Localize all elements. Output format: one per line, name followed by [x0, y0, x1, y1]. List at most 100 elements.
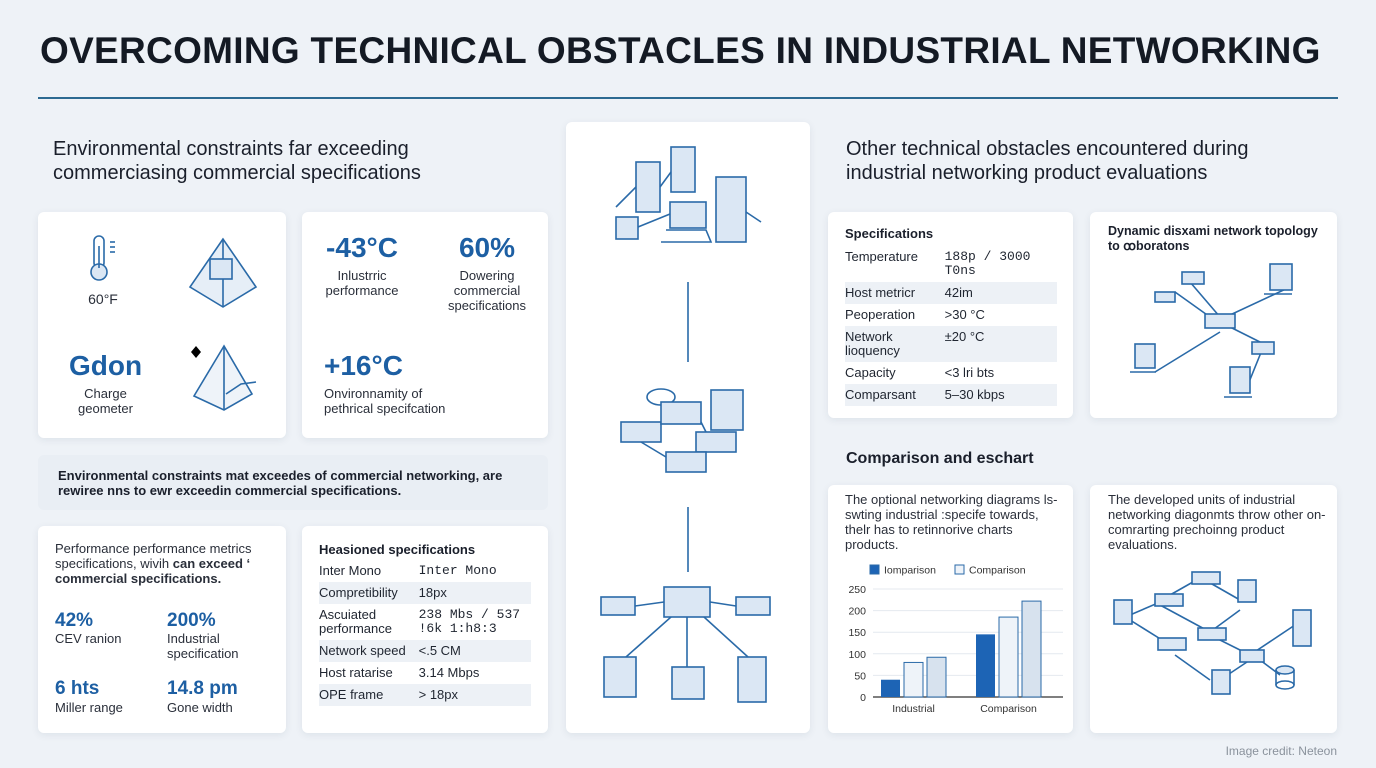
- stat-label: Gone width: [167, 700, 233, 715]
- stat-value: -43°C: [326, 232, 398, 263]
- temperature-stats-card: -43°C Inlustrric performance 60% Dowerin…: [302, 212, 548, 438]
- switch-icon: [1239, 649, 1265, 663]
- bar-chart: 0 50 100 150 200 250 Industrial Comparison Iompa…: [848, 564, 1063, 715]
- network-illustration-card: [566, 122, 810, 733]
- stat-label: CEV ranion: [55, 631, 122, 646]
- comparison-chart-card: The optional networking diagrams ls-swti…: [828, 485, 1073, 733]
- switch-icon: [1191, 571, 1221, 585]
- x-tick-label: Comparison: [980, 703, 1037, 715]
- specifications-table: Inter Mono Inter Mono Compretibility 18px As…: [319, 560, 531, 706]
- spec-label: Inter Mono: [319, 563, 382, 578]
- spec-label: OPE frame: [319, 684, 419, 706]
- database-icon: [1275, 665, 1295, 675]
- pyramid-cube-icon: [188, 237, 258, 308]
- y-tick-label: 200: [848, 606, 866, 618]
- mesh-network-diagram: [1113, 571, 1312, 695]
- router-icon: [1251, 341, 1275, 355]
- card-title: Specifications: [845, 226, 934, 241]
- stat-value: 60%: [458, 232, 516, 263]
- spec-value: <.5 CM: [418, 640, 531, 662]
- performance-metrics-card: Performance performance metrics specific…: [38, 526, 286, 733]
- x-tick-label: Industrial: [892, 703, 935, 715]
- spec-label: Capacity: [845, 365, 896, 380]
- specifications-card: Heasioned specifications Inter Mono Inter…: [302, 526, 548, 733]
- network-diagram-card: The developed units of industrial networ…: [1090, 485, 1337, 733]
- table-row: Comparsant 5–30 kbps: [845, 384, 1057, 406]
- card-text: The developed units of industrial networ…: [1108, 492, 1326, 552]
- left-heading: Environmental constraints far exceeding …: [53, 138, 421, 184]
- spec-label: Temperature: [845, 249, 918, 264]
- table-row: OPE frame > 18px: [319, 684, 531, 706]
- intro-bold: can exceed ‘ commercial specifications.: [55, 556, 251, 586]
- stat-label: Onvironnamity of pethrical specifcation: [324, 386, 446, 416]
- spec-value: >30 °C: [944, 307, 985, 322]
- card-title: Dynamic disxami network topology to ꝏbor…: [1108, 224, 1318, 253]
- stat-value: Gdon: [68, 350, 143, 381]
- title-divider: [38, 97, 1338, 99]
- spec-value: 5–30 kbps: [944, 384, 1057, 406]
- laptop-icon: [1269, 263, 1293, 291]
- stat-label: Charge geometer: [78, 386, 133, 416]
- spec-label: Network speed: [319, 640, 419, 662]
- bar: [903, 661, 924, 698]
- table-row: Host ratarise 3.14 Mbps: [319, 662, 531, 684]
- legend-swatch: [954, 564, 965, 575]
- topology-diagram: [1130, 263, 1293, 398]
- table-row: Capacity <3 lri bts: [845, 362, 1057, 384]
- thermometer-icon: [90, 235, 115, 281]
- spec-value: 188p / 3000 T0ns: [944, 249, 1031, 278]
- switch-icon: [1204, 313, 1236, 329]
- bar: [998, 616, 1019, 698]
- stat-label: Industrial specification: [167, 631, 239, 661]
- page-title: OVERCOMING TECHNICAL OBSTACLES IN INDUST…: [40, 30, 1321, 71]
- spec-value: > 18px: [418, 684, 531, 706]
- temperature-label: 60°F: [88, 291, 118, 307]
- table-row: Ascuiated performance 238 Mbs / 537 !6k 1…: [319, 604, 531, 640]
- table-row: Network lioquency ±20 °C: [845, 326, 1057, 362]
- stat-value: 42%: [55, 610, 94, 631]
- spec-value: ±20 °C: [944, 326, 1057, 362]
- stat-value: 14.8 pm: [167, 678, 238, 699]
- bar: [1021, 600, 1042, 698]
- topology-card: Dynamic disxami network topology to ꝏbor…: [1090, 212, 1337, 418]
- specifications-card: Specifications Temperature 188p / 3000 T0…: [828, 212, 1073, 418]
- bar: [881, 679, 900, 697]
- legend-label: Iomparison: [884, 565, 936, 577]
- spec-value: 42im: [944, 282, 1057, 304]
- y-tick-label: 150: [848, 627, 866, 639]
- y-tick-label: 50: [854, 670, 866, 682]
- server-icon: [1292, 609, 1312, 647]
- y-tick-label: 100: [848, 649, 866, 661]
- router-icon: [1181, 271, 1205, 285]
- specifications-table: Temperature 188p / 3000 T0ns Host metricr 4…: [845, 246, 1057, 406]
- bar: [926, 656, 947, 698]
- stat-label: Inlustrric performance: [325, 268, 399, 298]
- pyramid-arrow-icon: [191, 344, 257, 411]
- laptop-icon: [1211, 669, 1231, 695]
- spec-value: <3 lri bts: [944, 365, 995, 380]
- switch-icon: [1197, 627, 1227, 641]
- bar: [976, 634, 995, 697]
- spec-label: Ascuiated performance: [319, 607, 392, 636]
- router-icon: [1154, 291, 1176, 303]
- hub-topology-icon: [600, 586, 771, 703]
- spec-label: Compretibility: [319, 582, 419, 604]
- card-title: Heasioned specifications: [319, 542, 476, 557]
- spec-value: 18px: [418, 582, 531, 604]
- legend-label: Comparison: [969, 565, 1026, 577]
- constraints-banner: Environmental constraints mat exceedes o…: [38, 455, 548, 510]
- card-text: The optional networking diagrams ls-swti…: [845, 492, 1058, 552]
- y-tick-label: 0: [860, 692, 866, 704]
- spec-label: Host metricr: [845, 282, 945, 304]
- switch-icon: [1154, 593, 1184, 607]
- table-row: Peoperation >30 °C: [845, 304, 1057, 326]
- environment-icons-card: 60°F Gdon Charge geometer: [38, 212, 286, 438]
- image-credit: Image credit: Neteon: [1225, 744, 1337, 758]
- table-row: Host metricr 42im: [845, 282, 1057, 304]
- laptop-icon: [1113, 599, 1133, 625]
- spec-value: 3.14 Mbps: [418, 665, 480, 680]
- spec-label: Peoperation: [845, 307, 916, 322]
- intro-text: Performance performance metrics specific…: [55, 541, 252, 571]
- network-diagram: [600, 146, 771, 703]
- switch-icon: [1157, 637, 1187, 651]
